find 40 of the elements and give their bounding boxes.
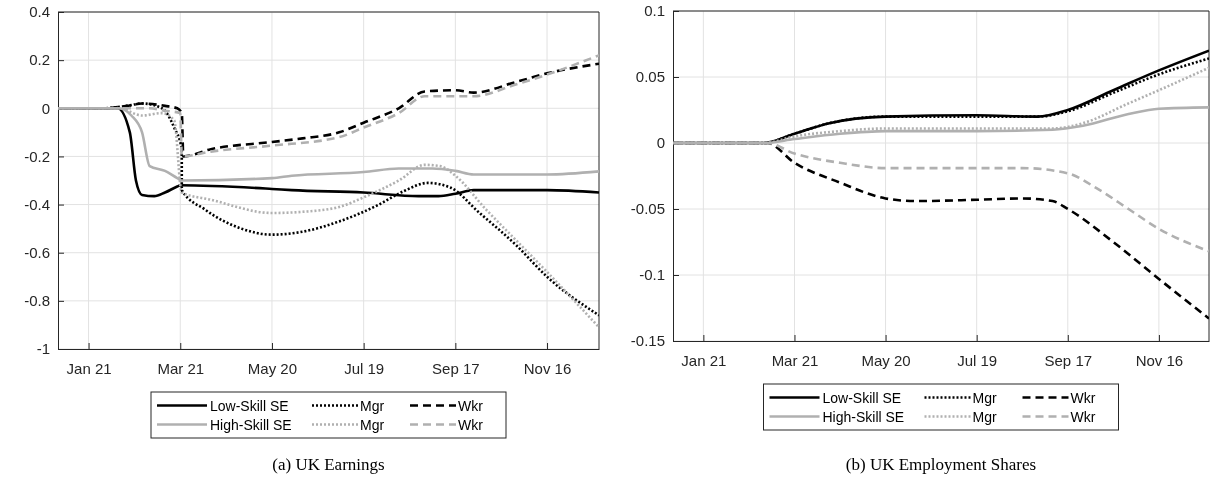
y-tick-label: -0.1: [639, 266, 665, 284]
y-tick-label: -0.4: [24, 195, 50, 213]
legend-label: High-Skill SE: [210, 416, 292, 433]
text: (b) UK Employment Shares: [845, 455, 1037, 474]
x-tick-label: Jan 21: [681, 351, 727, 369]
x-tick-label: Jul 19: [344, 359, 385, 377]
y-tick-label: -0.6: [24, 244, 50, 262]
y-tick-label: -0.05: [630, 200, 665, 218]
text: (a) UK Earnings: [272, 455, 385, 474]
legend-label: Low-Skill SE: [210, 397, 289, 414]
x-tick-label: Nov 16: [523, 359, 572, 377]
y-tick-label: -0.15: [630, 332, 665, 350]
x-tick-label: Jul 19: [957, 351, 998, 369]
legend-label: Wkr: [1070, 408, 1096, 425]
y-tick-label: 0: [41, 99, 50, 117]
legend-label: Mgr: [972, 408, 997, 425]
x-tick-label: Mar 21: [157, 359, 205, 377]
x-tick-label: Sep 17: [432, 359, 480, 377]
y-tick-label: 0: [656, 134, 665, 152]
legend-label: Wkr: [458, 416, 484, 433]
y-tick-label: 0.1: [644, 2, 665, 20]
y-tick-label: 0.2: [29, 51, 50, 69]
legend-label: High-Skill SE: [822, 408, 905, 425]
legend-label: Mgr: [972, 389, 997, 406]
legend-label: Wkr: [1070, 389, 1096, 406]
x-tick-label: May 20: [861, 351, 911, 369]
legend-label: Mgr: [360, 397, 385, 414]
y-tick-label: -0.2: [24, 147, 50, 165]
legend-label: Low-Skill SE: [822, 389, 902, 406]
y-tick-label: 0.05: [635, 68, 665, 86]
x-tick-label: Nov 16: [1135, 351, 1184, 369]
y-tick-label: -0.8: [24, 292, 50, 310]
x-tick-label: Jan 21: [66, 359, 112, 377]
y-tick-label: -1: [36, 340, 50, 358]
x-tick-label: Sep 17: [1044, 351, 1093, 369]
x-tick-label: May 20: [247, 359, 298, 377]
legend-label: Mgr: [360, 416, 385, 433]
legend-label: Wkr: [458, 397, 484, 414]
y-tick-label: 0.4: [29, 3, 50, 21]
x-tick-label: Mar 21: [771, 351, 819, 369]
